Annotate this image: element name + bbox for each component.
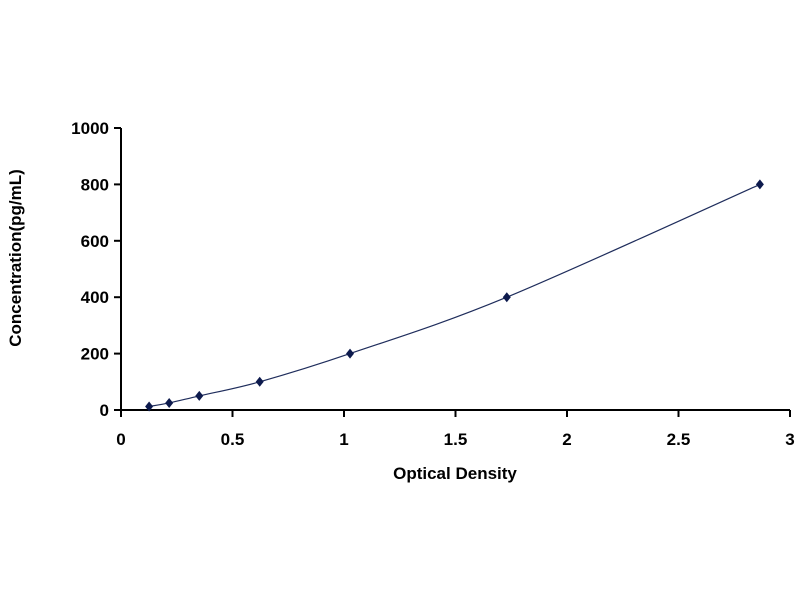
x-tick-label: 2 [562, 430, 571, 449]
y-tick-label: 0 [100, 401, 109, 420]
data-point [502, 292, 511, 303]
y-axis-label: Concentration(pg/mL) [6, 169, 25, 347]
y-tick-label: 800 [81, 175, 109, 194]
y-ticks: 0 200 400 600 800 1000 [71, 119, 121, 420]
x-tick-label: 1.5 [444, 430, 468, 449]
y-tick-label: 400 [81, 288, 109, 307]
axes [120, 128, 790, 411]
x-ticks: 0 0.5 1 1.5 2 2.5 3 [116, 410, 795, 449]
data-point [346, 348, 355, 359]
data-point [755, 179, 764, 190]
data-point [165, 397, 174, 408]
data-point [195, 390, 204, 401]
x-tick-label: 2.5 [667, 430, 691, 449]
x-tick-label: 1 [339, 430, 348, 449]
x-tick-label: 3 [785, 430, 794, 449]
x-tick-label: 0.5 [221, 430, 245, 449]
y-tick-label: 200 [81, 345, 109, 364]
data-point [255, 376, 264, 387]
y-tick-label: 600 [81, 232, 109, 251]
data-point [145, 401, 154, 412]
data-points [145, 179, 764, 412]
x-tick-label: 0 [116, 430, 125, 449]
y-tick-label: 1000 [71, 119, 109, 138]
x-axis-label: Optical Density [393, 464, 517, 483]
fit-curve [148, 183, 761, 408]
